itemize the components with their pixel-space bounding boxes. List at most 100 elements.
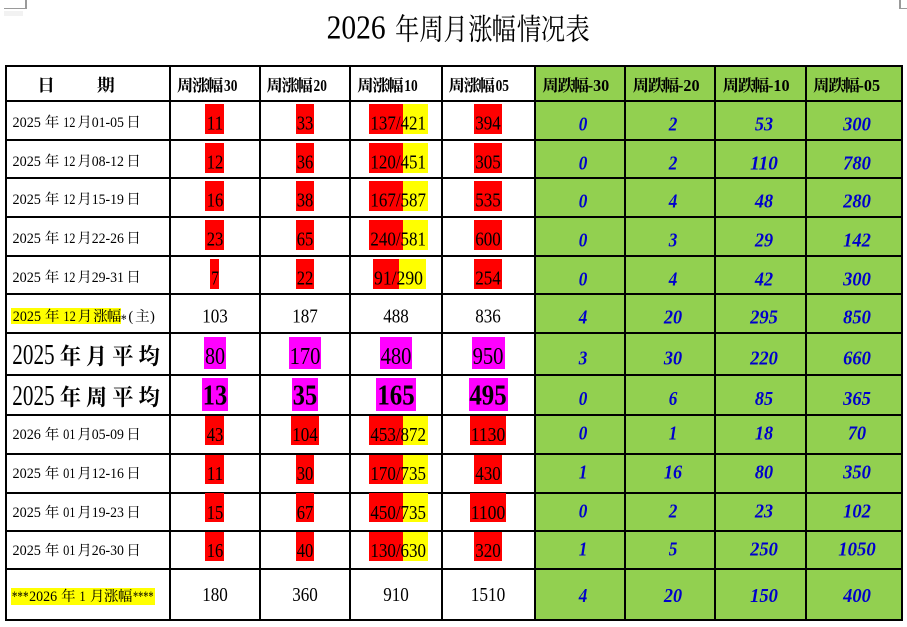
svg-text:300: 300 [842, 268, 871, 290]
svg-text:2025: 2025 [13, 192, 41, 208]
svg-text:48: 48 [754, 191, 773, 213]
svg-text:180: 180 [202, 585, 228, 606]
svg-text:305: 305 [475, 152, 501, 173]
svg-text:01-05: 01-05 [92, 115, 124, 131]
svg-text:30: 30 [297, 464, 314, 485]
svg-text:12: 12 [63, 154, 75, 170]
svg-text:(: ( [128, 309, 133, 325]
svg-text:5: 5 [669, 538, 678, 560]
svg-text:3: 3 [668, 229, 677, 251]
svg-text:0: 0 [579, 191, 588, 213]
svg-text:142: 142 [843, 229, 871, 251]
svg-text:18: 18 [754, 423, 772, 445]
svg-text:85: 85 [754, 388, 772, 410]
svg-text:495: 495 [470, 380, 507, 411]
svg-text:102: 102 [843, 500, 871, 522]
svg-text:12: 12 [206, 152, 223, 173]
svg-text:0: 0 [579, 229, 588, 251]
svg-text:660: 660 [843, 347, 871, 369]
svg-text:29-31: 29-31 [92, 270, 124, 286]
svg-text:250: 250 [749, 538, 778, 560]
svg-text:4: 4 [668, 268, 677, 290]
svg-text:7: 7 [211, 268, 219, 289]
svg-text:0: 0 [579, 500, 588, 522]
svg-text:130/630: 130/630 [370, 541, 426, 562]
svg-text:780: 780 [843, 152, 871, 174]
svg-text:1: 1 [669, 423, 678, 445]
svg-text:22: 22 [297, 268, 314, 289]
svg-text:36: 36 [297, 152, 314, 173]
svg-text:40: 40 [297, 541, 314, 562]
svg-text:10: 10 [404, 76, 417, 95]
svg-text:11: 11 [206, 464, 223, 485]
svg-text:43: 43 [206, 425, 223, 446]
svg-text:1: 1 [79, 589, 85, 605]
svg-text:30: 30 [663, 347, 682, 369]
svg-text:254: 254 [475, 268, 501, 289]
svg-text:12-16: 12-16 [92, 466, 124, 482]
svg-text:4: 4 [578, 307, 587, 329]
svg-text:20: 20 [663, 585, 682, 607]
svg-text:23: 23 [754, 500, 773, 522]
svg-text:05: 05 [496, 76, 509, 95]
svg-text:53: 53 [754, 113, 772, 135]
svg-text:1: 1 [579, 538, 588, 560]
svg-text:950: 950 [473, 343, 504, 370]
svg-text:35: 35 [293, 380, 317, 411]
svg-text:13: 13 [203, 380, 227, 411]
svg-text:4: 4 [668, 191, 677, 213]
svg-text:300: 300 [842, 113, 871, 135]
svg-text:65: 65 [297, 230, 314, 251]
svg-text:33: 33 [297, 114, 314, 135]
svg-text:12: 12 [63, 309, 75, 325]
svg-text:836: 836 [475, 307, 501, 328]
svg-text:20: 20 [314, 76, 327, 95]
svg-text:2025: 2025 [13, 270, 41, 286]
svg-text:80: 80 [754, 461, 772, 483]
svg-text:****: **** [133, 589, 154, 605]
svg-text:15: 15 [206, 502, 223, 523]
svg-text:23: 23 [206, 230, 223, 251]
svg-text:170/735: 170/735 [370, 464, 426, 485]
svg-text:2: 2 [668, 152, 677, 174]
svg-text:0: 0 [579, 388, 588, 410]
svg-text:16: 16 [664, 461, 683, 483]
svg-text:11: 11 [206, 114, 223, 135]
svg-text:137/421: 137/421 [370, 114, 426, 135]
svg-text:01: 01 [63, 543, 75, 559]
svg-text:104: 104 [292, 425, 318, 446]
svg-text:80: 80 [205, 343, 225, 370]
svg-text:910: 910 [383, 585, 409, 606]
svg-text:165: 165 [377, 380, 414, 411]
svg-text:365: 365 [842, 388, 871, 410]
svg-text:480: 480 [381, 343, 412, 370]
svg-text:1050: 1050 [839, 538, 876, 560]
svg-text:): ) [150, 309, 155, 325]
svg-text:2026: 2026 [327, 10, 386, 47]
svg-text:42: 42 [754, 268, 773, 290]
svg-text:12: 12 [63, 231, 75, 247]
svg-text:850: 850 [843, 307, 871, 329]
svg-text:240/581: 240/581 [370, 230, 426, 251]
svg-text:2: 2 [668, 500, 677, 522]
svg-text:2025: 2025 [13, 466, 41, 482]
svg-text:350: 350 [842, 461, 871, 483]
svg-text:170: 170 [289, 343, 320, 370]
svg-text:1100: 1100 [471, 502, 506, 523]
svg-text:2025: 2025 [13, 154, 41, 170]
svg-text:38: 38 [297, 191, 314, 212]
svg-text:488: 488 [383, 307, 409, 328]
svg-text:1510: 1510 [471, 585, 506, 606]
svg-text:08-12: 08-12 [92, 154, 124, 170]
svg-text:394: 394 [475, 114, 501, 135]
svg-text:400: 400 [842, 585, 871, 607]
svg-text:16: 16 [206, 541, 223, 562]
svg-text:0: 0 [579, 113, 588, 135]
svg-text:4: 4 [578, 585, 587, 607]
svg-text:05-09: 05-09 [92, 427, 124, 443]
svg-text:450/735: 450/735 [370, 502, 426, 523]
svg-text:120/451: 120/451 [370, 152, 426, 173]
svg-text:2025: 2025 [13, 115, 41, 131]
svg-text:430: 430 [475, 464, 501, 485]
svg-text:1130: 1130 [471, 425, 506, 446]
